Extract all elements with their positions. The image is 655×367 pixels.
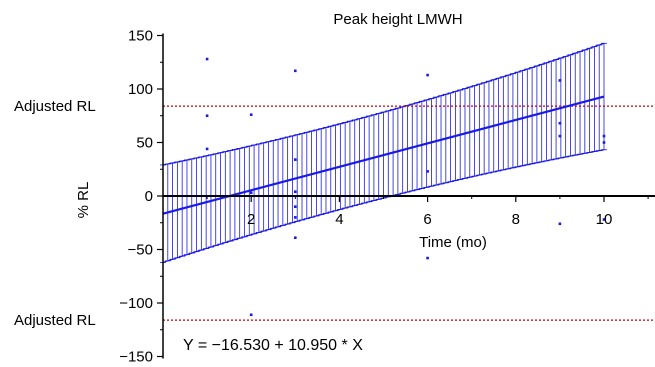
y-tick-label: 100 (128, 81, 153, 98)
y-tick-label: −50 (128, 242, 153, 259)
reference-lines (163, 105, 655, 321)
data-point (558, 121, 562, 125)
data-point (205, 57, 209, 61)
y-tick-label: 50 (136, 135, 153, 152)
data-point (294, 69, 297, 73)
data-point (249, 113, 253, 116)
regression-equation: Y = −16.530 + 10.950 * X (183, 337, 363, 354)
y-tick-label: −100 (119, 295, 153, 312)
y-tick-label: 150 (128, 28, 153, 45)
data-point (558, 222, 562, 226)
data-point (426, 170, 429, 173)
confidence-band (160, 42, 607, 263)
y-axis-label: % RL (75, 182, 92, 219)
y-tick-label: 0 (145, 188, 153, 205)
data-point (294, 236, 297, 240)
x-tick-label: 10 (596, 211, 613, 228)
data-point (294, 190, 297, 194)
data-point (249, 191, 253, 195)
data-point (558, 79, 562, 82)
x-tick-labels: 2 4 6 8 10 (247, 211, 612, 228)
data-point (426, 73, 429, 77)
data-point (294, 158, 297, 161)
data-point (205, 114, 209, 118)
data-point (602, 134, 606, 138)
chart-title: Peak height LMWH (333, 11, 462, 28)
data-point (249, 313, 253, 317)
data-points (205, 57, 606, 317)
data-point (602, 218, 606, 221)
reference-line-labels: Adjusted RL Adjusted RL (14, 98, 96, 329)
ci-upper-bound (162, 42, 605, 166)
x-axis-label: Time (mo) (419, 234, 487, 251)
regression-line (162, 95, 605, 215)
x-tick-label: 2 (247, 211, 255, 228)
x-tick-label: 8 (512, 211, 520, 228)
y-tick-labels: 150 100 50 0 −50 −100 −150 (119, 28, 153, 366)
reference-line-label: Adjusted RL (14, 312, 96, 329)
data-point (602, 141, 606, 144)
data-point (294, 205, 297, 208)
x-tick-label: 4 (335, 211, 343, 228)
y-tick-label: −150 (119, 349, 153, 366)
x-tick-label: 6 (423, 211, 431, 228)
data-point (558, 134, 562, 138)
data-point (294, 216, 297, 219)
reference-line-label: Adjusted RL (14, 98, 96, 115)
data-point (426, 256, 429, 260)
data-point (205, 147, 209, 151)
axes (157, 33, 655, 359)
